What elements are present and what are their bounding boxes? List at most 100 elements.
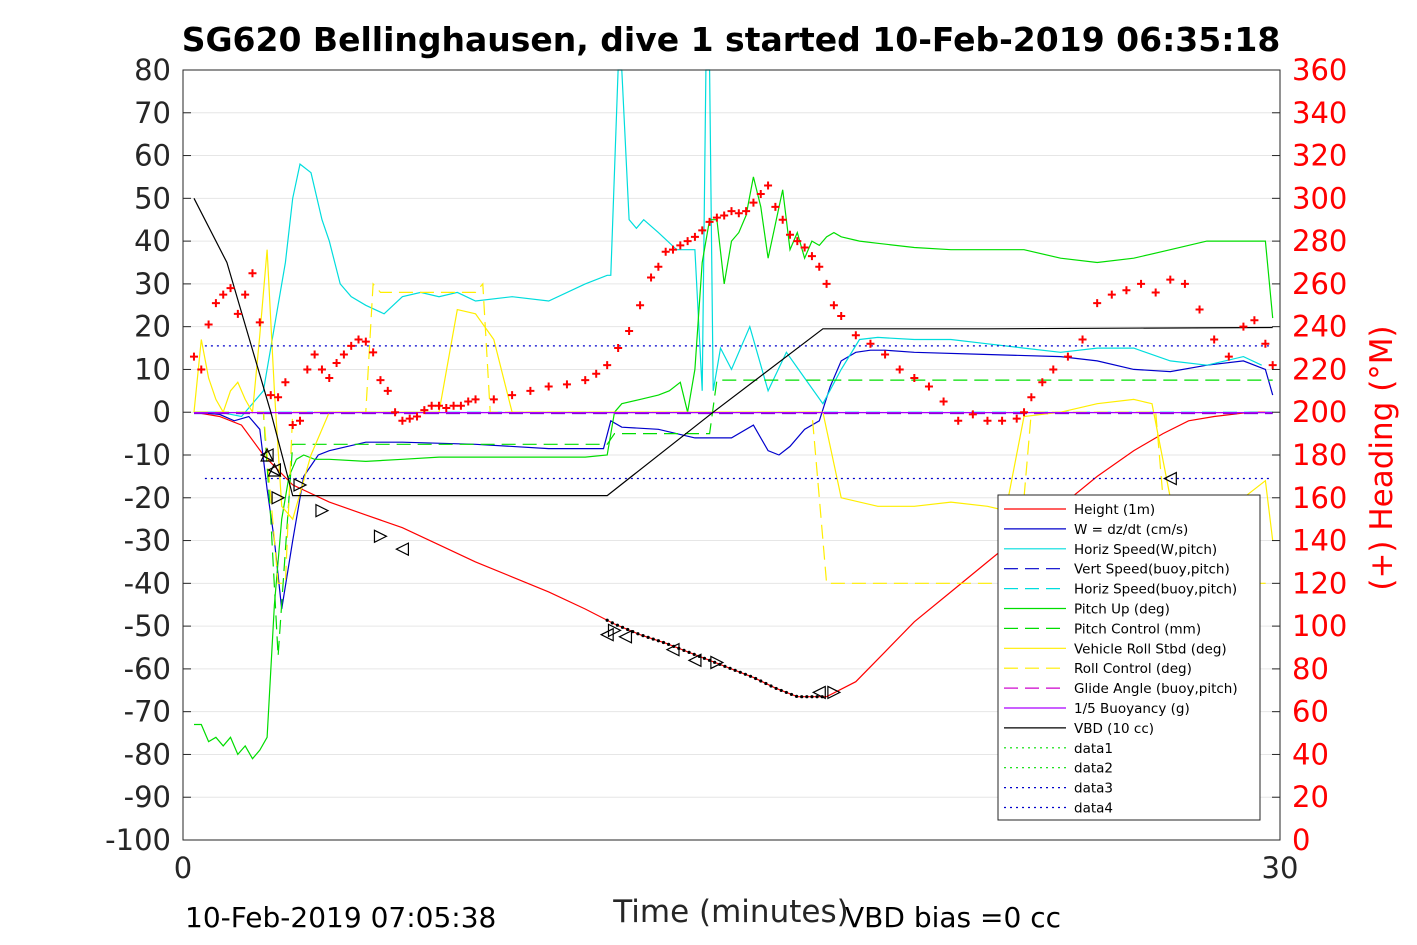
event-marker-left [395, 542, 409, 557]
height-sample-point [610, 621, 614, 625]
heading-point [420, 406, 429, 415]
y-tick-label: 80 [134, 53, 171, 87]
heading-point [690, 232, 699, 241]
height-sample-point [636, 632, 640, 636]
height-sample-point [626, 627, 630, 632]
heading-point [310, 350, 319, 359]
heading-point [1093, 299, 1102, 308]
heading-point [1020, 408, 1029, 417]
height-sample-point [789, 692, 794, 697]
heading-point [1224, 352, 1233, 361]
legend-label-5: Pitch Up (deg) [1074, 602, 1170, 618]
heading-point [1239, 322, 1248, 331]
heading-point [895, 365, 904, 374]
legend-label-7: Vehicle Roll Stbd (deg) [1074, 641, 1227, 657]
y-tick-label: -100 [105, 823, 171, 857]
plot-area [189, 69, 1277, 760]
heading-point [325, 374, 334, 382]
event-marker-right [827, 685, 842, 700]
y-tick-label: -40 [124, 566, 171, 600]
height-sample-point [667, 642, 671, 646]
height-sample-point [651, 637, 655, 641]
heading-point [526, 386, 535, 395]
y2-tick-label: 360 [1292, 53, 1347, 87]
heading-point [910, 374, 919, 382]
y2-axis-label: (+) Heading (°M) [1364, 325, 1400, 590]
height-sample-point [620, 625, 625, 629]
heading-point [383, 386, 392, 395]
event-marker-left [618, 629, 633, 644]
heading-point [1078, 335, 1087, 344]
y2-tick-label: 20 [1292, 780, 1329, 814]
height-sample-point [748, 674, 753, 678]
heading-point [1210, 335, 1219, 344]
legend-label-6: Pitch Control (mm) [1074, 621, 1201, 637]
heading-point [720, 211, 729, 220]
y-tick-label: -20 [124, 481, 171, 515]
heading-point [881, 350, 890, 359]
event-marker-left [1162, 471, 1177, 486]
x-tick-0: 0 [174, 851, 192, 885]
y-tick-label: 0 [153, 395, 171, 429]
x-tick-30: 30 [1262, 851, 1299, 885]
heading-point [288, 421, 297, 430]
heading-point [1180, 279, 1189, 288]
y-tick-label: -90 [124, 780, 171, 814]
heading-point [1063, 352, 1072, 361]
heading-point [361, 337, 370, 346]
heading-point [939, 397, 948, 406]
heading-point [603, 361, 612, 370]
footer-timestamp: 10-Feb-2019 07:05:38 [185, 901, 496, 934]
heading-point [226, 284, 235, 293]
heading-point [592, 369, 601, 378]
chart-title: SG620 Bellinghausen, dive 1 started 10-F… [182, 20, 1281, 59]
height-sample-point [754, 676, 758, 681]
y2-tick-label: 60 [1292, 695, 1329, 729]
y2-tick-label: 40 [1292, 737, 1329, 771]
event-marker-right [710, 655, 725, 670]
height-sample-point [764, 681, 768, 686]
heading-point [712, 213, 721, 222]
series-line-5 [194, 176, 1274, 760]
heading-point [654, 262, 663, 271]
height-sample-point [713, 660, 717, 664]
y2-tick-label: 180 [1292, 438, 1347, 472]
heading-point [508, 391, 517, 400]
y2-tick-label: 220 [1292, 352, 1347, 386]
y-tick-label: -30 [124, 524, 171, 558]
y-tick-label: -10 [124, 438, 171, 472]
legend-label-12: data1 [1074, 741, 1113, 757]
heading-point [727, 207, 736, 216]
y-tick-label: 50 [134, 181, 171, 215]
y-tick-label: 40 [134, 224, 171, 258]
heading-point [471, 395, 480, 404]
heading-point [189, 352, 198, 361]
height-sample-point [692, 652, 696, 656]
event-marker-left [259, 448, 274, 462]
heading-point [233, 309, 242, 318]
heading-point [347, 341, 356, 350]
legend-label-2: Horiz Speed(W,pitch) [1074, 542, 1217, 558]
heading-point [1012, 414, 1021, 423]
legend-label-9: Glide Angle (buoy,pitch) [1074, 681, 1238, 697]
event-marker-left [665, 642, 680, 657]
heading-point [456, 401, 465, 410]
y-tick-label: -70 [124, 695, 171, 729]
heading-point [705, 217, 714, 226]
height-sample-point [815, 695, 819, 699]
heading-point [197, 365, 206, 374]
heading-point [668, 245, 677, 254]
heading-point [1151, 288, 1160, 297]
legend-label-11: VBD (10 cc) [1074, 721, 1154, 737]
event-marker-right [315, 503, 330, 518]
heading-point [398, 416, 407, 425]
heading-point [647, 273, 656, 282]
heading-point [636, 301, 645, 310]
y2-tick-label: 260 [1292, 267, 1347, 301]
heading-point [734, 209, 743, 218]
event-marker-up [260, 447, 275, 462]
heading-point [1166, 275, 1175, 284]
height-sample-point [661, 640, 666, 645]
height-sample-point [728, 666, 732, 670]
